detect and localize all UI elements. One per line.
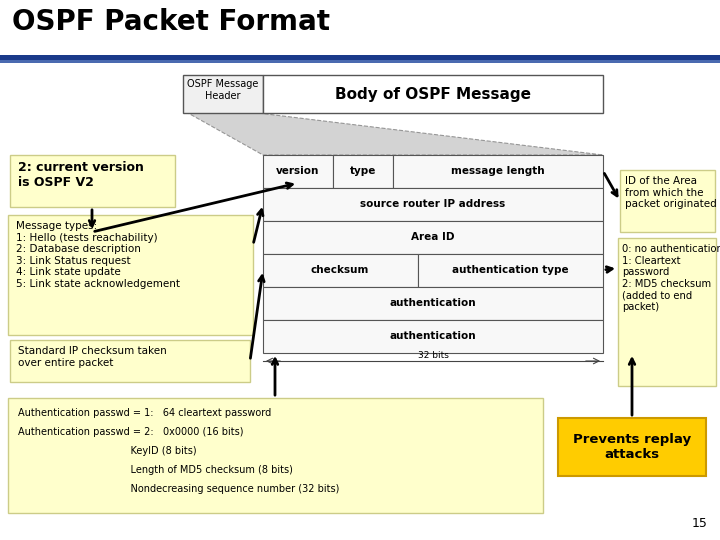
Bar bbox=[263, 287, 603, 320]
Bar bbox=[183, 75, 263, 113]
Text: checksum: checksum bbox=[311, 265, 369, 275]
Bar bbox=[263, 320, 603, 353]
Text: Authentication passwd = 1:   64 cleartext password: Authentication passwd = 1: 64 cleartext … bbox=[18, 408, 271, 418]
Text: Message types:
1: Hello (tests reachability)
2: Database description
3: Link Sta: Message types: 1: Hello (tests reachabil… bbox=[16, 221, 180, 289]
Bar bbox=[0, 55, 720, 60]
Bar bbox=[10, 155, 175, 207]
Bar bbox=[263, 75, 603, 113]
Text: Body of OSPF Message: Body of OSPF Message bbox=[335, 86, 531, 102]
Text: Nondecreasing sequence number (32 bits): Nondecreasing sequence number (32 bits) bbox=[18, 484, 339, 494]
Text: source router IP address: source router IP address bbox=[361, 199, 505, 209]
Bar bbox=[263, 221, 603, 254]
Text: version: version bbox=[276, 166, 320, 176]
Bar bbox=[263, 155, 333, 188]
Text: authentication: authentication bbox=[390, 331, 477, 341]
Bar bbox=[618, 238, 716, 386]
Text: OSPF Message
Header: OSPF Message Header bbox=[187, 79, 258, 100]
Bar bbox=[0, 60, 720, 63]
Text: Standard IP checksum taken
over entire packet: Standard IP checksum taken over entire p… bbox=[18, 346, 167, 368]
Bar bbox=[10, 340, 250, 382]
Polygon shape bbox=[188, 113, 603, 155]
Text: 32 bits: 32 bits bbox=[418, 351, 449, 360]
Text: Area ID: Area ID bbox=[411, 232, 455, 242]
Text: KeyID (8 bits): KeyID (8 bits) bbox=[18, 446, 197, 456]
Text: 2: current version
is OSPF V2: 2: current version is OSPF V2 bbox=[18, 161, 144, 189]
Text: Prevents replay
attacks: Prevents replay attacks bbox=[573, 433, 691, 461]
Text: 0: no authentication
1: Cleartext
password
2: MD5 checksum
(added to end
packet): 0: no authentication 1: Cleartext passwo… bbox=[622, 244, 720, 312]
Text: message length: message length bbox=[451, 166, 545, 176]
Bar bbox=[620, 170, 715, 232]
Text: Authentication passwd = 2:   0x0000 (16 bits): Authentication passwd = 2: 0x0000 (16 bi… bbox=[18, 427, 243, 437]
Text: ID of the Area
from which the
packet originated: ID of the Area from which the packet ori… bbox=[625, 176, 716, 209]
Bar bbox=[263, 188, 603, 221]
Bar bbox=[418, 254, 603, 287]
Bar bbox=[263, 254, 418, 287]
Text: Length of MD5 checksum (8 bits): Length of MD5 checksum (8 bits) bbox=[18, 465, 293, 475]
Text: 15: 15 bbox=[692, 517, 708, 530]
Bar bbox=[8, 215, 253, 335]
Bar bbox=[558, 418, 706, 476]
Bar bbox=[393, 155, 603, 188]
Bar bbox=[8, 398, 543, 513]
Text: authentication type: authentication type bbox=[451, 265, 568, 275]
Text: authentication: authentication bbox=[390, 298, 477, 308]
Text: OSPF Packet Format: OSPF Packet Format bbox=[12, 8, 330, 36]
Text: type: type bbox=[350, 166, 376, 176]
Bar bbox=[333, 155, 393, 188]
